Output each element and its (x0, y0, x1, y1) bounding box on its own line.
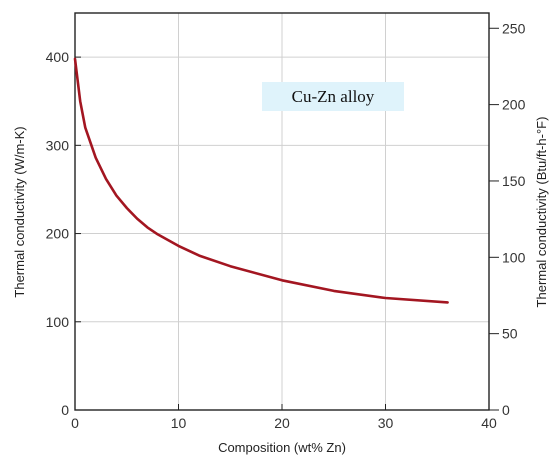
y2-tick-label: 150 (502, 173, 526, 189)
annotation-box (262, 82, 404, 111)
y2-axis-title: Thermal conductivity (Btu/ft-h-°F) (534, 117, 549, 308)
x-axis-title: Composition (wt% Zn) (218, 440, 346, 455)
x-tick-label: 40 (481, 415, 497, 431)
y-tick-label: 100 (46, 314, 70, 330)
y2-tick-label: 100 (502, 249, 526, 265)
y-tick-label: 0 (61, 402, 69, 418)
y-axis-title: Thermal conductivity (W/m-K) (12, 126, 27, 297)
grid (75, 13, 489, 410)
x-tick-label: 0 (71, 415, 79, 431)
x-tick-label: 20 (274, 415, 290, 431)
y-tick-label: 400 (46, 49, 70, 65)
y-tick-label: 200 (46, 226, 70, 242)
annotation-label: Cu-Zn alloy (292, 87, 375, 106)
x-tick-label: 10 (171, 415, 187, 431)
series-line (73, 57, 449, 304)
x-tick-label: 30 (378, 415, 394, 431)
y2-tick-label: 250 (502, 20, 526, 36)
y2-tick-label: 200 (502, 97, 526, 113)
y2-tick-label: 50 (502, 326, 518, 342)
series-group (73, 57, 449, 304)
y-tick-label: 300 (46, 137, 70, 153)
y2-tick-label: 0 (502, 402, 510, 418)
